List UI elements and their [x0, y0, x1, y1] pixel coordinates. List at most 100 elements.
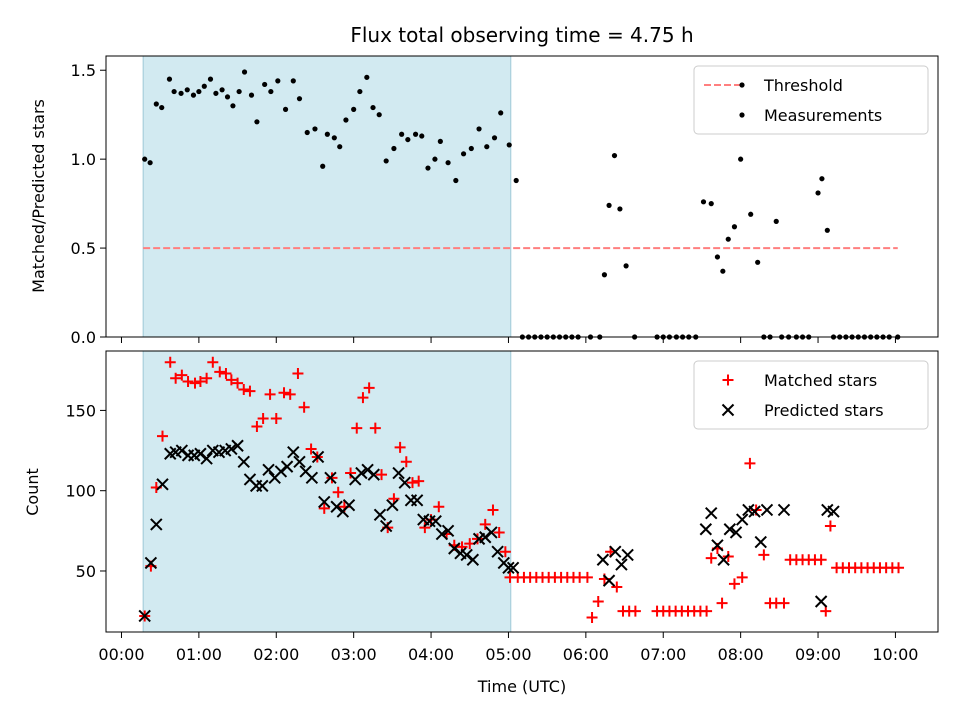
matched-star-point	[728, 578, 740, 590]
shaded-observing-span	[142, 55, 512, 338]
matched-star-point	[332, 486, 344, 498]
predicted-stars-series	[138, 439, 840, 623]
predicted-star-point	[392, 466, 405, 480]
measurement-point	[196, 88, 202, 95]
predicted-star-point	[615, 558, 628, 571]
predicted-star-point	[138, 609, 151, 623]
top-panel-shaded-span	[142, 55, 512, 338]
predicted-star-point	[237, 455, 250, 469]
shaded-observing-span	[142, 350, 512, 633]
measurement-point	[268, 88, 274, 95]
predicted-star-point	[491, 545, 504, 558]
predicted-star-point	[355, 466, 368, 480]
y-tick-label: 100	[65, 482, 96, 501]
matched-star-point	[292, 367, 304, 379]
predicted-star-point	[699, 523, 713, 536]
measurement-point	[370, 104, 376, 111]
measurement-point	[230, 103, 236, 109]
matched-star-point	[433, 501, 445, 513]
measurement-point	[617, 206, 623, 212]
measurement-point	[460, 151, 467, 157]
predicted-star-point	[705, 506, 718, 520]
matched-star-point	[238, 384, 250, 396]
y-tick-label: 0.5	[71, 239, 96, 258]
x-tick-label: 00:00	[98, 645, 144, 664]
bottom-panel-frame	[105, 350, 939, 633]
measurement-point	[213, 90, 219, 96]
matched-star-point	[736, 571, 748, 583]
measurement-point	[190, 92, 197, 98]
measurement-point	[708, 201, 714, 207]
matched-star-point	[170, 372, 182, 384]
legend-entry-label: Measurements	[764, 106, 882, 125]
predicted-star-point	[305, 471, 319, 485]
predicted-star-point	[342, 498, 356, 512]
predicted-star-point	[256, 479, 269, 493]
x-tick-label: 01:00	[176, 645, 222, 664]
legend-box	[693, 360, 929, 430]
matched-star-point	[493, 526, 505, 538]
measurement-point	[738, 156, 744, 162]
x-tick-label: 06:00	[563, 645, 609, 664]
predicted-star-point	[506, 561, 520, 574]
measurement-point	[248, 92, 255, 98]
predicted-star-point	[729, 526, 743, 539]
measurement-point	[399, 131, 405, 137]
measurement-point	[364, 74, 370, 80]
matched-star-point	[722, 374, 734, 386]
legend-box	[693, 65, 929, 135]
matched-star-point	[893, 562, 905, 574]
predicted-star-point	[398, 476, 411, 489]
matched-star-point	[284, 388, 296, 400]
matched-star-point	[586, 612, 598, 624]
predicted-star-point	[441, 524, 455, 538]
predicted-star-point	[379, 519, 393, 533]
x-tick-label: 08:00	[718, 645, 764, 664]
measurement-point	[815, 190, 821, 196]
measurement-point	[337, 144, 343, 150]
matched-star-point	[363, 382, 375, 394]
matched-star-point	[369, 422, 381, 434]
measurement-point	[432, 156, 438, 162]
measurement-point	[453, 177, 459, 184]
predicted-star-point	[602, 574, 616, 587]
measurement-point	[275, 78, 281, 84]
top-panel-frame	[105, 55, 939, 338]
x-tick-label: 09:00	[795, 645, 841, 664]
matched-star-point	[345, 467, 357, 479]
measurement-point	[262, 81, 268, 88]
predicted-star-point	[814, 595, 828, 608]
predicted-star-point	[827, 505, 840, 518]
predicted-star-point	[711, 539, 724, 552]
top-panel-x-ticks	[120, 337, 896, 343]
predicted-star-point	[748, 505, 761, 518]
matched-star-point	[471, 533, 483, 545]
predicted-star-point	[721, 403, 735, 417]
predicted-star-point	[466, 553, 480, 566]
measurement-point	[166, 76, 173, 82]
predicted-star-point	[311, 450, 325, 464]
bottom-panel-legend: Matched stars Predicted stars	[693, 360, 929, 430]
x-tick-label: 04:00	[408, 645, 454, 664]
measurement-point	[207, 76, 214, 82]
measurement-point	[304, 129, 310, 136]
predicted-star-point	[429, 514, 442, 528]
measurement-point	[351, 106, 357, 112]
predicted-star-point	[760, 503, 774, 517]
matched-star-point	[305, 443, 317, 455]
measurement-point	[324, 131, 330, 137]
x-tick-label: 05:00	[485, 645, 531, 664]
measurement-point	[720, 268, 726, 274]
matched-star-point	[778, 597, 790, 609]
matched-star-point	[581, 571, 593, 583]
matched-star-point	[705, 552, 717, 564]
measurement-point	[725, 236, 731, 242]
matched-star-point	[413, 475, 425, 487]
measurement-point	[412, 131, 419, 137]
matched-star-point	[758, 549, 770, 561]
measurement-point	[290, 78, 296, 84]
measurement-point	[320, 163, 326, 169]
predicted-star-point	[150, 518, 163, 531]
legend-entry-label: Threshold	[763, 76, 843, 95]
matched-stars-series	[139, 356, 905, 624]
